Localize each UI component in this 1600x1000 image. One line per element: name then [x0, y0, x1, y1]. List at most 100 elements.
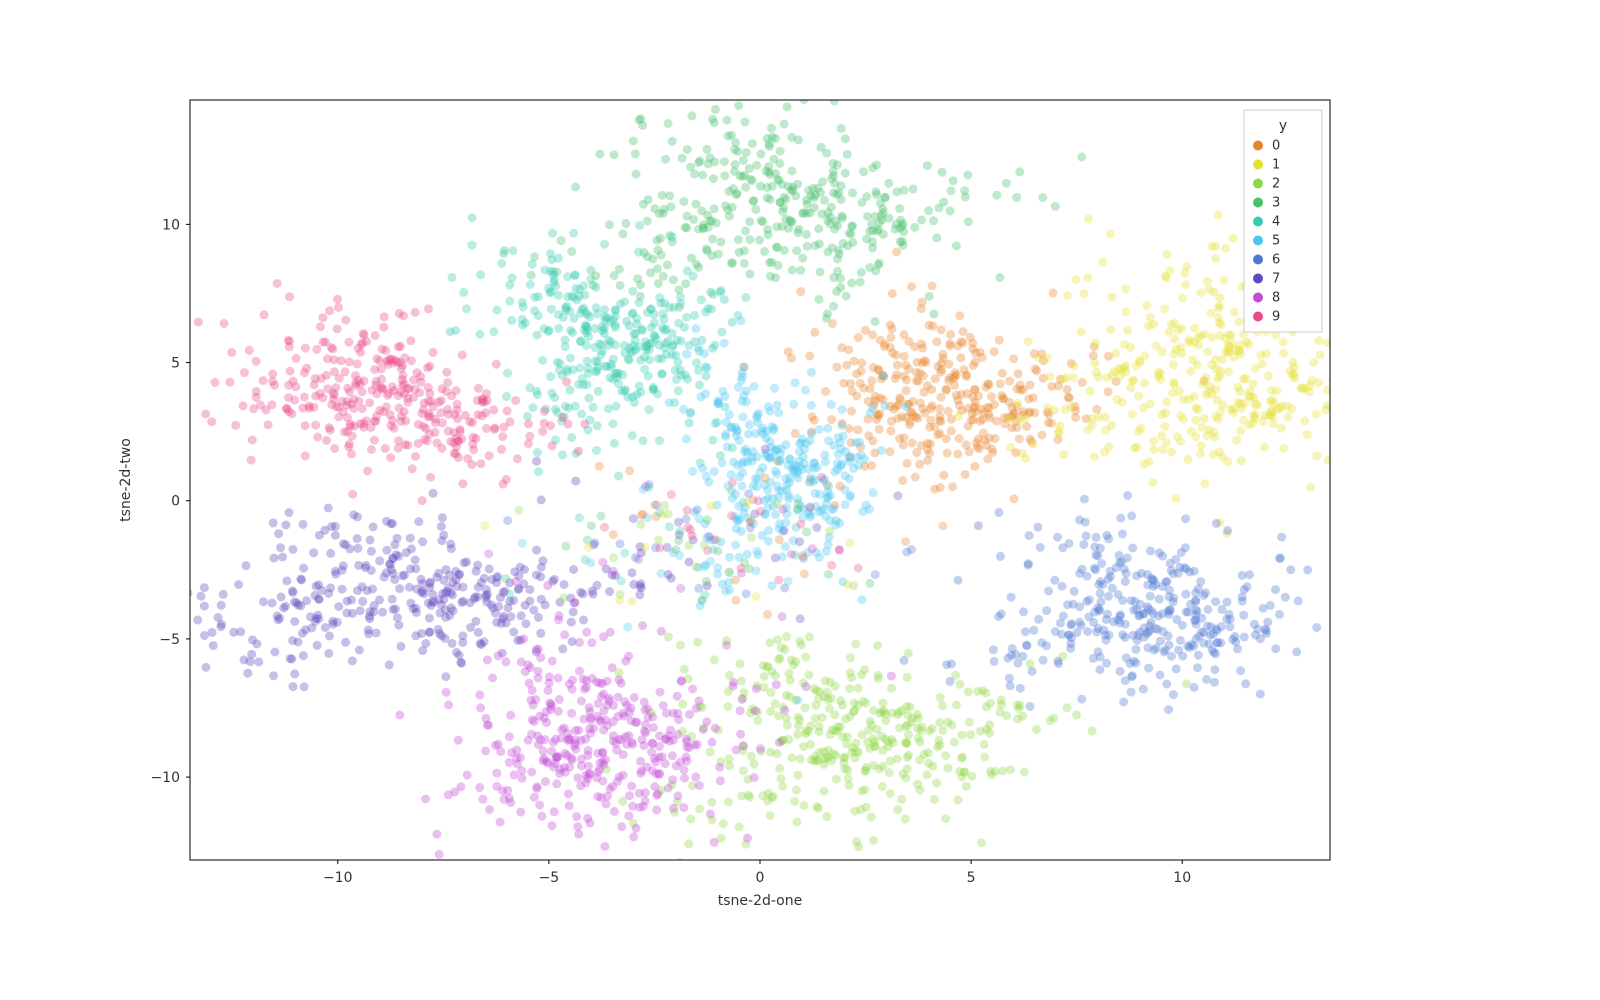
point-class-3 [756, 150, 765, 159]
point-noise [802, 527, 811, 536]
point-class-9 [298, 404, 307, 413]
point-class-3 [843, 150, 852, 159]
point-class-9 [379, 323, 388, 332]
point-class-0 [888, 289, 897, 298]
point-class-6 [1101, 631, 1110, 640]
point-class-5 [865, 505, 874, 514]
point-noise [665, 522, 674, 531]
point-noise [835, 545, 844, 554]
point-class-8 [802, 682, 811, 691]
point-class-8 [685, 710, 694, 719]
point-class-5 [868, 403, 877, 412]
point-class-5 [775, 486, 784, 495]
point-class-8 [577, 697, 586, 706]
point-class-2 [851, 748, 860, 757]
point-noise [616, 539, 625, 548]
point-class-3 [760, 247, 769, 256]
point-class-8 [475, 783, 484, 792]
point-class-1 [1163, 250, 1172, 259]
point-class-3 [823, 216, 832, 225]
point-class-3 [690, 170, 699, 179]
point-class-8 [772, 680, 781, 689]
point-class-0 [976, 417, 985, 426]
point-class-3 [803, 200, 812, 209]
point-class-6 [1042, 606, 1051, 615]
point-class-6 [1075, 618, 1084, 627]
point-class-4 [606, 337, 615, 346]
point-class-1 [1149, 445, 1158, 454]
point-class-2 [813, 756, 822, 765]
point-class-7 [517, 611, 526, 620]
point-class-5 [713, 418, 722, 427]
point-class-5 [801, 386, 810, 395]
point-class-8 [481, 746, 490, 755]
point-class-3 [766, 272, 775, 281]
point-class-5 [738, 482, 747, 491]
point-class-9 [337, 356, 346, 365]
point-class-8 [512, 746, 521, 755]
point-class-6 [1263, 618, 1272, 627]
point-class-6 [1146, 592, 1155, 601]
point-class-7 [321, 623, 330, 632]
point-class-0 [1009, 354, 1018, 363]
point-class-1 [1218, 355, 1227, 364]
point-noise [700, 541, 709, 550]
point-class-3 [643, 217, 652, 226]
point-class-7 [270, 554, 279, 563]
point-class-9 [503, 407, 512, 416]
point-class-1 [1167, 448, 1176, 457]
point-class-3 [837, 124, 846, 133]
point-noise [654, 535, 663, 544]
point-class-6 [1108, 584, 1117, 593]
point-class-3 [822, 149, 831, 158]
point-class-2 [789, 660, 798, 669]
point-class-6 [1190, 567, 1199, 576]
point-class-5 [763, 486, 772, 495]
point-class-4 [555, 366, 564, 375]
point-noise [865, 579, 874, 588]
point-class-5 [688, 467, 697, 476]
point-class-9 [240, 368, 249, 377]
point-class-7 [349, 510, 358, 519]
point-class-6 [1077, 695, 1086, 704]
point-class-9 [344, 338, 353, 347]
point-class-7 [289, 682, 298, 691]
point-class-5 [733, 461, 742, 470]
point-class-8 [668, 872, 677, 881]
point-class-9 [350, 422, 359, 431]
point-class-3 [728, 203, 737, 212]
point-class-8 [519, 634, 528, 643]
point-class-9 [558, 413, 567, 422]
point-class-3 [720, 171, 729, 180]
point-class-8 [501, 657, 510, 666]
point-class-1 [1259, 417, 1268, 426]
point-class-9 [256, 400, 265, 409]
point-class-8 [568, 685, 577, 694]
point-class-3 [780, 120, 789, 129]
point-class-9 [386, 453, 395, 462]
point-noise [609, 553, 618, 562]
point-class-2 [787, 753, 796, 762]
point-class-2 [897, 795, 906, 804]
point-class-5 [830, 467, 839, 476]
point-class-0 [911, 473, 920, 482]
point-class-2 [775, 764, 784, 773]
point-class-8 [624, 731, 633, 740]
point-class-3 [765, 170, 774, 179]
point-class-2 [724, 702, 733, 711]
point-class-6 [1024, 561, 1033, 570]
point-noise [824, 570, 833, 579]
point-class-6 [1127, 672, 1136, 681]
point-class-0 [852, 370, 861, 379]
point-class-7 [353, 544, 362, 553]
point-class-2 [893, 805, 902, 814]
point-class-1 [1279, 444, 1288, 453]
point-class-1 [1169, 360, 1178, 369]
point-class-0 [942, 385, 951, 394]
point-class-8 [669, 709, 678, 718]
point-class-3 [1015, 167, 1024, 176]
point-class-5 [815, 490, 824, 499]
point-class-4 [613, 373, 622, 382]
point-class-2 [885, 768, 894, 777]
point-class-8 [534, 674, 543, 683]
